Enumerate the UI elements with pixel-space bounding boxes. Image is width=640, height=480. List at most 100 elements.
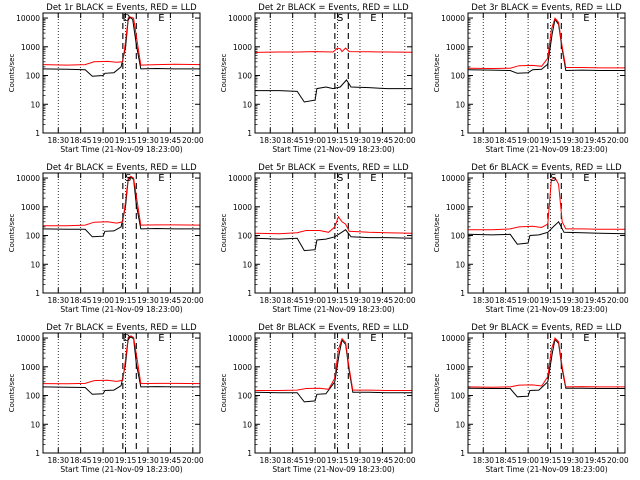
x-tick-label: 19:45 xyxy=(160,136,182,145)
marker-label: E xyxy=(583,13,589,24)
x-tick-label: 19:00 xyxy=(304,136,326,145)
y-axis-label: Counts/sec xyxy=(220,214,228,253)
y-tick-label: 100 xyxy=(238,392,253,401)
marker-label: E xyxy=(158,13,164,24)
x-tick-label: 19:15 xyxy=(327,296,349,305)
x-tick-label: 18:45 xyxy=(495,296,517,305)
y-tick-label: 100 xyxy=(451,72,466,81)
y-tick-label: 100 xyxy=(26,72,41,81)
y-tick-label: 10000 xyxy=(228,174,252,183)
y-tick-label: 1000 xyxy=(21,203,40,212)
y-tick-label: 100 xyxy=(26,232,41,241)
x-tick-label: 18:30 xyxy=(472,456,494,465)
x-tick-label: 18:30 xyxy=(472,296,494,305)
y-tick-label: 10000 xyxy=(16,174,40,183)
x-tick-label: 20:00 xyxy=(607,296,629,305)
series-lld xyxy=(42,16,201,66)
x-tick-label: 19:30 xyxy=(137,136,159,145)
marker-label: S xyxy=(337,13,343,24)
series-events xyxy=(42,16,200,77)
panel-title: Det 8r BLACK = Events, RED = LLD xyxy=(258,323,409,333)
x-tick-label: 19:00 xyxy=(517,456,539,465)
y-tick-label: 10 xyxy=(30,260,40,269)
x-tick-label: 19:00 xyxy=(304,456,326,465)
series-lld xyxy=(43,175,201,227)
x-tick-label: 19:15 xyxy=(540,456,562,465)
y-tick-label: 1 xyxy=(460,289,465,298)
plot-frame xyxy=(467,12,626,134)
x-tick-label: 19:45 xyxy=(160,296,182,305)
x-axis-label: Start Time (21-Nov-09 18:23:00) xyxy=(272,145,394,154)
x-tick-label: 19:30 xyxy=(562,296,584,305)
x-tick-label: 19:45 xyxy=(585,136,607,145)
y-tick-label: 1000 xyxy=(21,43,40,52)
x-tick-label: 18:45 xyxy=(70,456,92,465)
x-axis-label: Start Time (21-Nov-09 18:23:00) xyxy=(485,465,607,474)
marker-label: D xyxy=(123,333,131,344)
plot-frame xyxy=(42,332,201,454)
y-tick-label: 1000 xyxy=(233,363,252,372)
y-tick-label: 1 xyxy=(35,289,40,298)
y-tick-label: 10000 xyxy=(228,14,252,23)
y-tick-label: 10000 xyxy=(16,334,40,343)
y-tick-label: 10000 xyxy=(16,14,40,23)
x-axis-label: Start Time (21-Nov-09 18:23:00) xyxy=(485,145,607,154)
x-tick-label: 18:30 xyxy=(259,136,281,145)
x-tick-label: 20:00 xyxy=(607,136,629,145)
series-events xyxy=(254,229,413,252)
marker-label: E xyxy=(370,333,376,344)
panel-title: Det 2r BLACK = Events, RED = LLD xyxy=(258,3,409,13)
y-tick-label: 10000 xyxy=(441,14,465,23)
x-tick-label: 20:00 xyxy=(182,296,204,305)
series-events xyxy=(254,338,412,403)
x-tick-label: 19:15 xyxy=(115,456,137,465)
x-tick-label: 19:30 xyxy=(562,456,584,465)
y-tick-label: 10 xyxy=(455,100,465,109)
marker-label: D xyxy=(123,13,131,24)
y-tick-label: 10000 xyxy=(228,334,252,343)
y-axis-label: Counts/sec xyxy=(433,214,441,253)
marker-label: S xyxy=(550,173,556,184)
x-tick-label: 19:45 xyxy=(585,296,607,305)
x-axis-label: Start Time (21-Nov-09 18:23:00) xyxy=(485,305,607,314)
x-tick-label: 19:30 xyxy=(349,296,371,305)
panel-title: Det 1r BLACK = Events, RED = LLD xyxy=(46,3,197,13)
y-tick-label: 100 xyxy=(238,232,253,241)
y-tick-label: 1000 xyxy=(233,43,252,52)
x-tick-label: 18:45 xyxy=(282,296,304,305)
x-tick-label: 19:15 xyxy=(327,136,349,145)
panel-title: Det 6r BLACK = Events, RED = LLD xyxy=(471,163,622,173)
x-tick-label: 19:00 xyxy=(304,296,326,305)
y-tick-label: 1 xyxy=(247,289,252,298)
x-tick-label: 18:30 xyxy=(47,296,69,305)
y-tick-label: 10000 xyxy=(441,174,465,183)
y-axis-label: Counts/sec xyxy=(8,374,16,413)
x-tick-label: 19:00 xyxy=(92,456,114,465)
y-tick-label: 10 xyxy=(242,100,252,109)
series-events xyxy=(467,220,626,245)
series-lld xyxy=(254,47,413,53)
x-tick-label: 19:15 xyxy=(327,456,349,465)
plot-frame xyxy=(254,172,413,294)
x-tick-label: 20:00 xyxy=(394,136,416,145)
x-tick-label: 19:30 xyxy=(562,136,584,145)
x-tick-label: 20:00 xyxy=(182,136,204,145)
y-tick-label: 1000 xyxy=(233,203,252,212)
x-tick-label: 18:30 xyxy=(472,136,494,145)
y-tick-label: 10 xyxy=(455,420,465,429)
y-axis-label: Counts/sec xyxy=(220,54,228,93)
x-tick-label: 19:45 xyxy=(585,456,607,465)
y-axis-label: Counts/sec xyxy=(8,54,16,93)
panel-title: Det 5r BLACK = Events, RED = LLD xyxy=(258,163,409,173)
x-tick-label: 20:00 xyxy=(394,456,416,465)
marker-label: E xyxy=(370,13,376,24)
y-axis-label: Counts/sec xyxy=(8,214,16,253)
plot-frame xyxy=(467,332,626,454)
x-tick-label: 20:00 xyxy=(182,456,204,465)
